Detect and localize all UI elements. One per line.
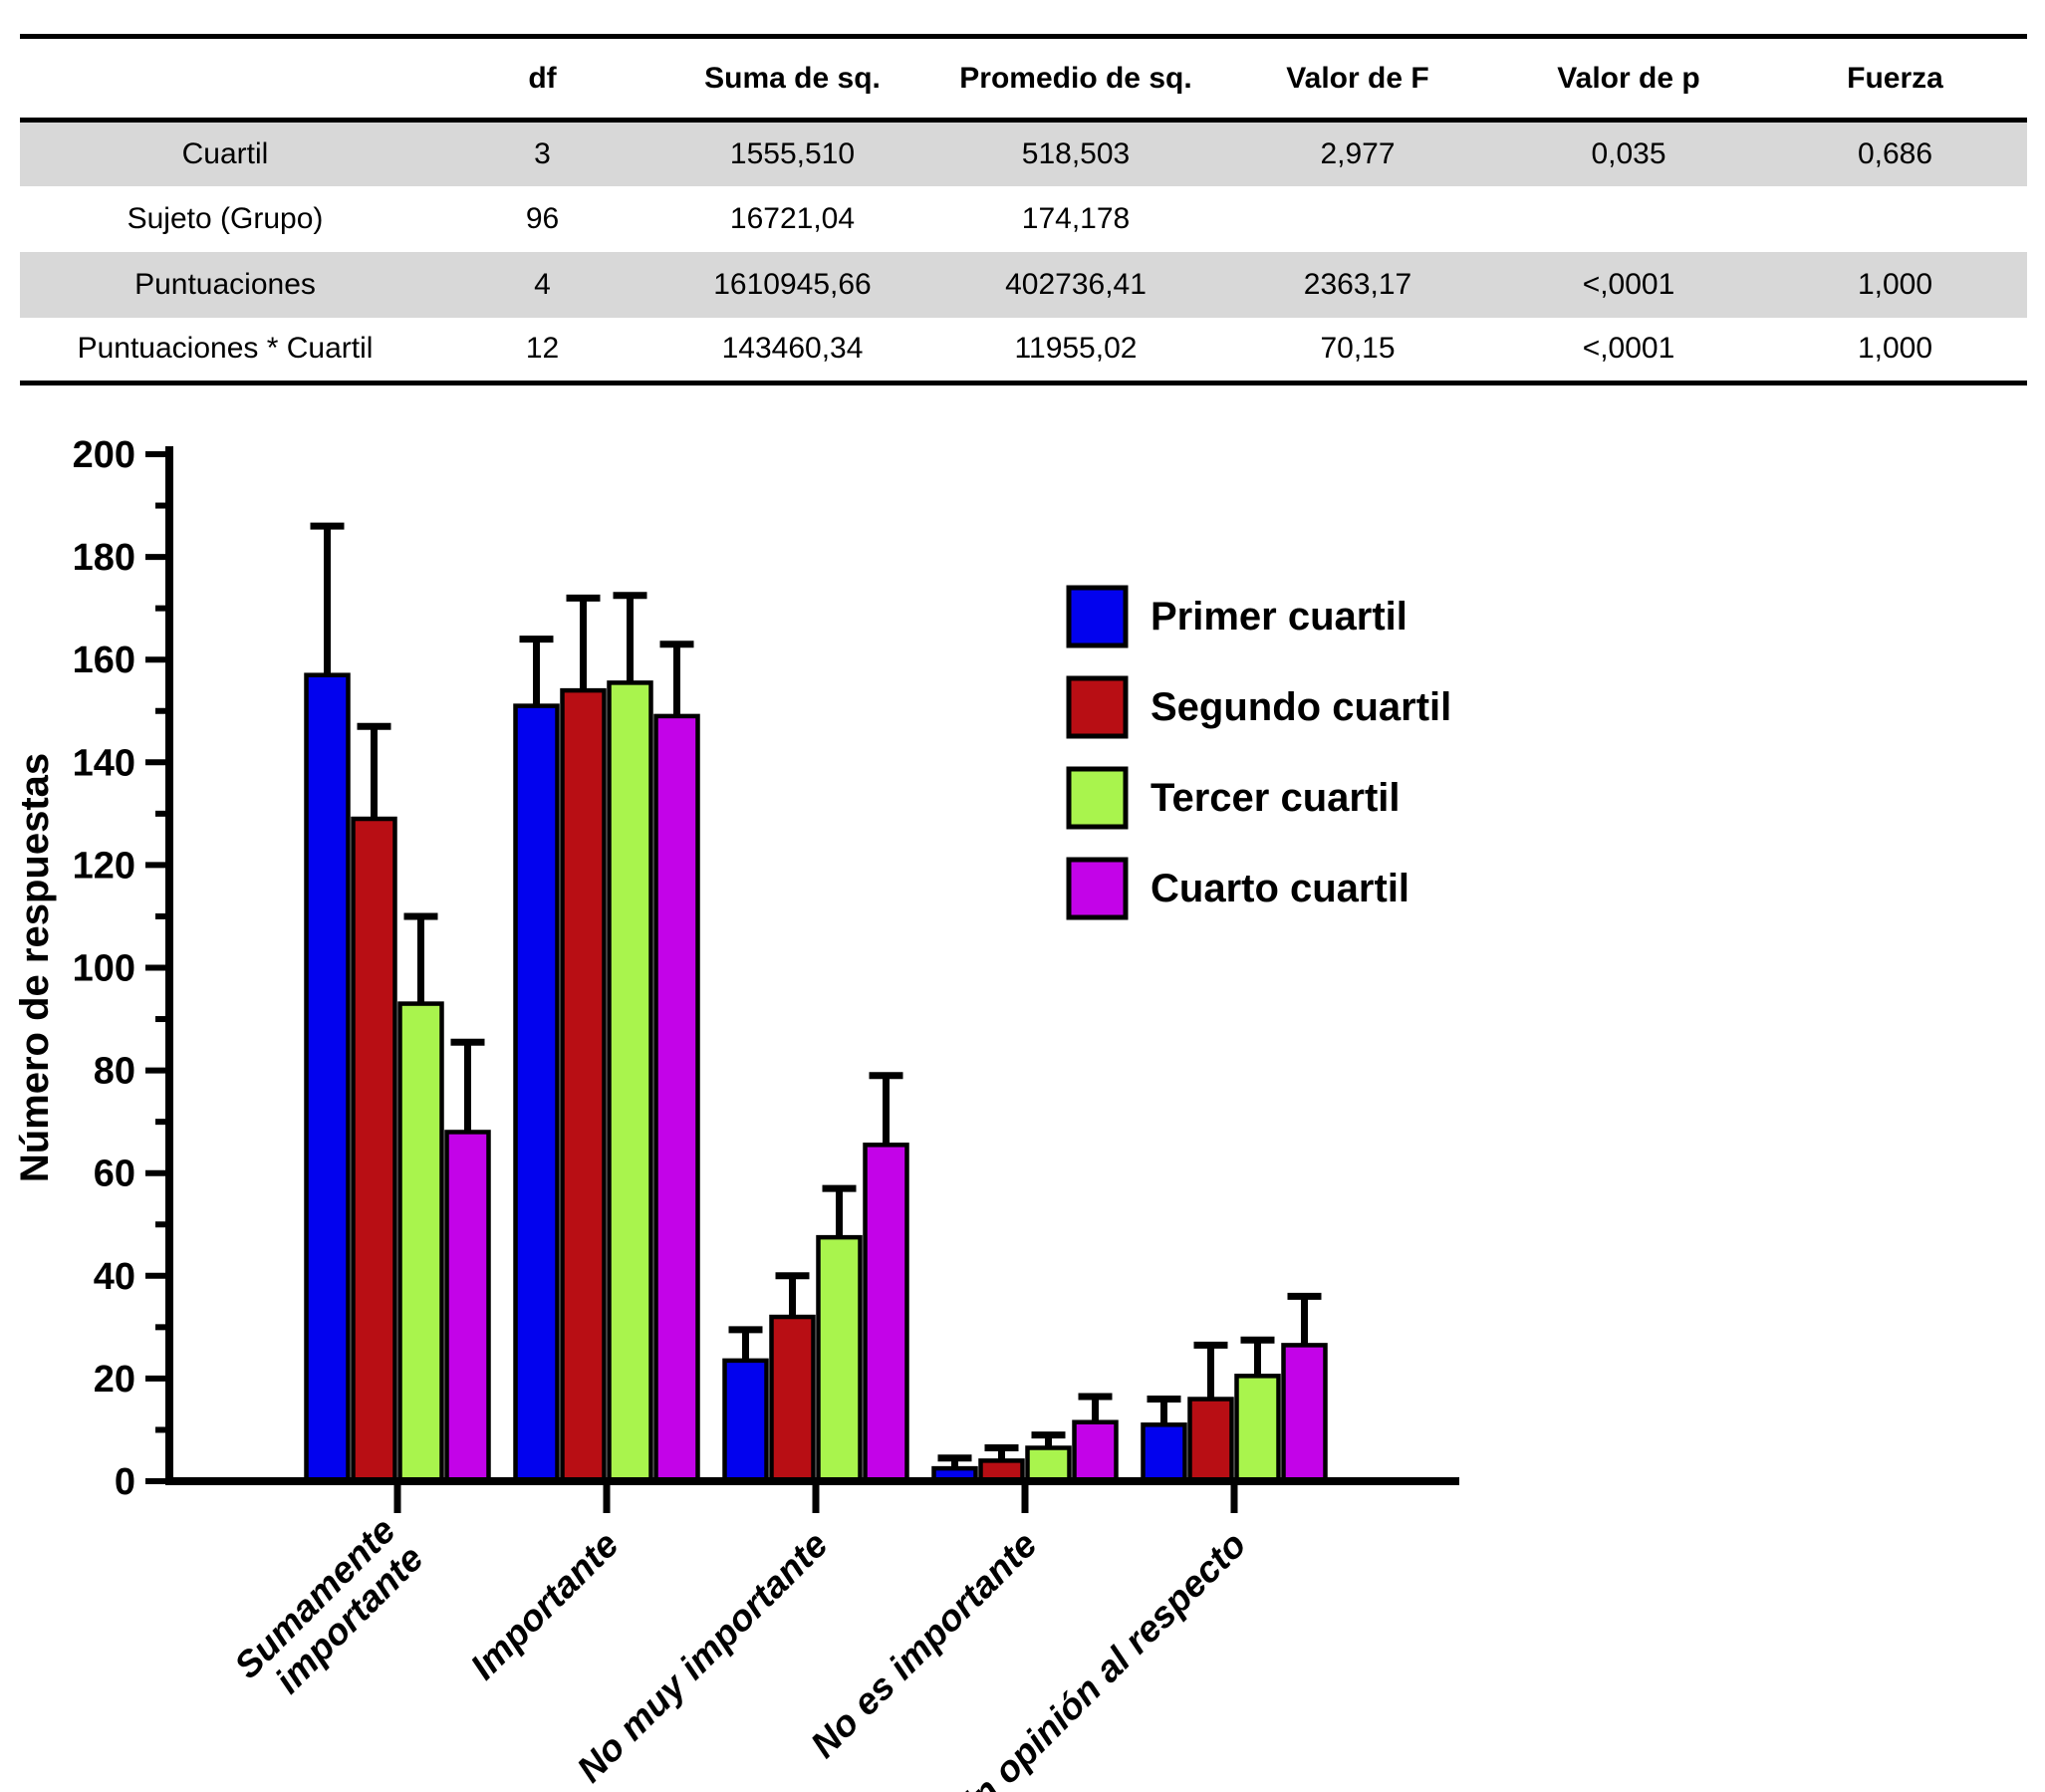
column-header-fuerza: Fuerza [1763, 36, 2027, 123]
bar [769, 1314, 816, 1484]
table-cell: 70,15 [1320, 332, 1396, 366]
anova-table-container: df Suma de sq. Promedio de sq. Valor de … [20, 34, 2027, 385]
table-row-puntuaciones-cuartil: Puntuaciones * Cuartil 12 143460,34 1195… [20, 318, 2027, 384]
bar [1141, 1422, 1187, 1484]
legend-swatch [1066, 585, 1129, 648]
column-header-empty [20, 36, 430, 123]
table-cell: 4 [534, 267, 551, 301]
bar [560, 687, 607, 1484]
y-tick-label: 160 [73, 640, 135, 681]
y-tick-label: 80 [94, 1051, 135, 1093]
legend-label: Segundo cuartil [1150, 685, 1451, 729]
bar [607, 680, 653, 1484]
table-cell: 1,000 [1857, 332, 1933, 366]
y-tick-label: 60 [94, 1153, 135, 1195]
table-cell: <,0001 [1582, 332, 1675, 366]
column-header-promedio: Promedio de sq. [930, 36, 1221, 123]
legend-label: Primer cuartil [1150, 595, 1407, 639]
y-tick-label: 120 [73, 845, 135, 887]
column-header-df: df [430, 36, 654, 123]
legend-label: Cuarto cuartil [1150, 867, 1409, 910]
legend-label: Tercer cuartil [1150, 776, 1401, 820]
table-cell: 0,686 [1857, 136, 1933, 170]
y-tick-label: 100 [73, 948, 135, 990]
table-cell: 2363,17 [1303, 267, 1412, 301]
table-cell: 96 [525, 201, 560, 235]
column-header-suma: Suma de sq. [654, 36, 930, 123]
bar [863, 1143, 909, 1484]
table-cell: 12 [525, 332, 560, 366]
bar [1234, 1374, 1281, 1484]
bar [304, 672, 351, 1484]
bar [1281, 1343, 1328, 1484]
y-tick-label: 180 [73, 537, 135, 579]
table-cell: 3 [534, 136, 551, 170]
x-category-label: Importante [462, 1524, 626, 1687]
table-cell: 143460,34 [721, 332, 864, 366]
y-tick-label: 20 [94, 1359, 135, 1401]
y-tick-label: 0 [115, 1461, 135, 1503]
table-cell: 174,178 [1021, 201, 1131, 235]
bar [1025, 1445, 1072, 1484]
table-cell: 2,977 [1320, 136, 1396, 170]
table-row-sujeto-grupo: Sujeto (Grupo) 96 16721,04 174,178 [20, 186, 2027, 252]
bar [351, 816, 397, 1484]
y-tick-label: 40 [94, 1256, 135, 1298]
column-header-valor-f: Valor de F [1221, 36, 1494, 123]
y-tick-label: 200 [73, 434, 135, 476]
y-tick-label: 140 [73, 742, 135, 784]
row-label: Sujeto (Grupo) [127, 201, 324, 235]
table-cell: 518,503 [1021, 136, 1131, 170]
table-cell: 0,035 [1591, 136, 1666, 170]
x-category-label: No es importante [803, 1524, 1045, 1766]
legend-swatch [1066, 675, 1129, 739]
table-cell: <,0001 [1582, 267, 1675, 301]
legend-swatch [1066, 857, 1129, 920]
bar [444, 1130, 491, 1484]
anova-header-row: df Suma de sq. Promedio de sq. Valor de … [20, 36, 2027, 123]
bar [1187, 1397, 1234, 1484]
row-label: Puntuaciones * Cuartil [77, 332, 374, 366]
legend-swatch [1066, 766, 1129, 830]
bar [653, 713, 700, 1484]
table-cell: 1555,510 [729, 136, 856, 170]
table-cell: 402736,41 [1005, 267, 1147, 301]
bar [1072, 1419, 1119, 1484]
table-row-puntuaciones: Puntuaciones 4 1610945,66 402736,41 2363… [20, 251, 2027, 318]
table-cell: 16721,04 [729, 201, 856, 235]
table-cell: 1610945,66 [713, 267, 872, 301]
column-header-valor-p: Valor de p [1494, 36, 1763, 123]
bar [513, 703, 560, 1484]
bar [722, 1358, 769, 1484]
table-cell: 11955,02 [1014, 332, 1138, 366]
anova-table: df Suma de sq. Promedio de sq. Valor de … [20, 34, 2027, 385]
y-axis-title: Número de respuestas [13, 753, 57, 1182]
table-cell: 1,000 [1857, 267, 1933, 301]
row-label: Cuartil [181, 136, 269, 170]
bar [397, 1001, 444, 1484]
row-label: Puntuaciones [134, 267, 316, 301]
table-row-cuartil: Cuartil 3 1555,510 518,503 2,977 0,035 0… [20, 120, 2027, 186]
bar [816, 1234, 863, 1484]
